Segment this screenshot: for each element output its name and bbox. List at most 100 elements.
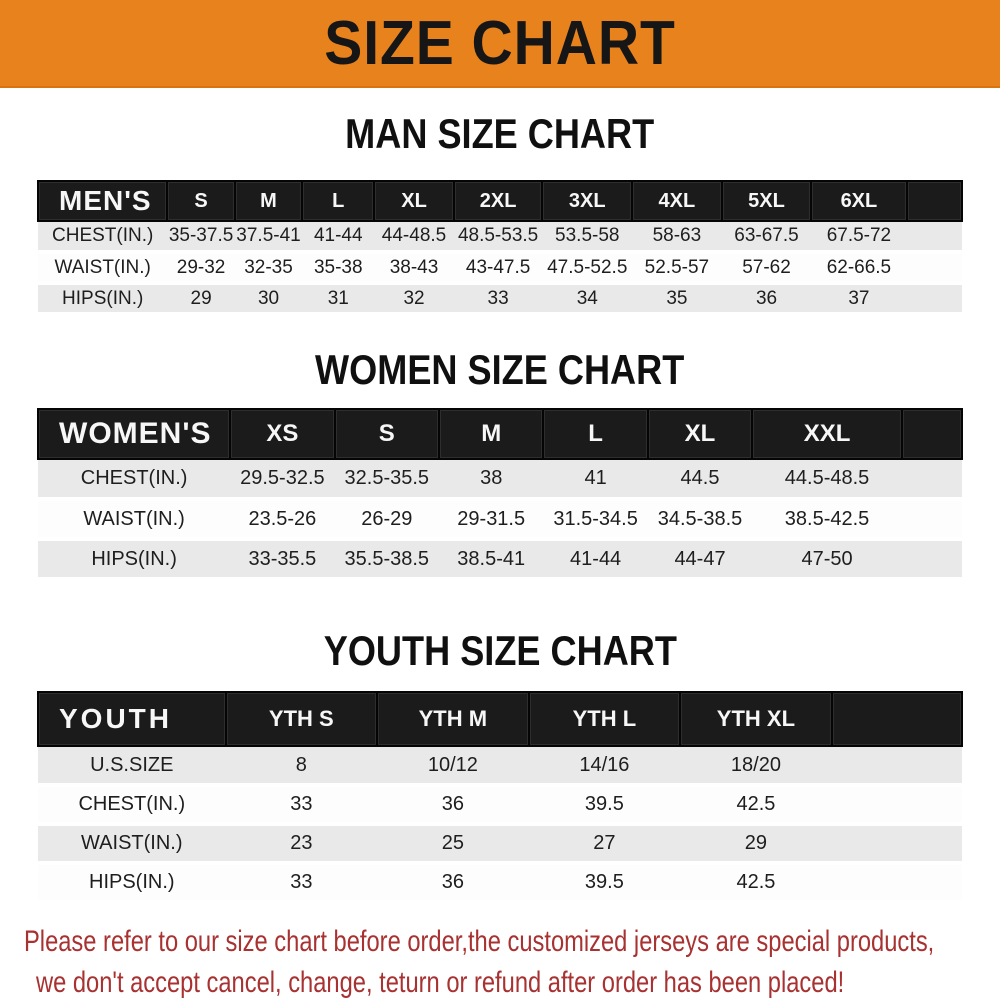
- policy-line-2: we don't accept cancel, change, teturn o…: [36, 965, 1000, 1000]
- value-cell: 27: [528, 824, 681, 865]
- filler-cell: [831, 863, 962, 904]
- value-cell: 34.5-38.5: [647, 499, 753, 541]
- value-cell: 35-37.5: [167, 221, 235, 254]
- value-cell: 38.5-42.5: [752, 499, 902, 541]
- size-header-cell: M: [233, 180, 304, 222]
- value-cell: 57-62: [721, 252, 812, 285]
- size-header-cell: S: [333, 408, 441, 460]
- man-size-table: MEN'S S M L XL 2XL 3XL 4XL 5XL 6XL CHEST…: [36, 180, 963, 316]
- youth-size-table: YOUTH YTH S YTH M YTH L YTH XL U.S.SIZE …: [37, 691, 964, 904]
- value-cell: 30: [234, 283, 303, 316]
- filler-cell: [906, 252, 962, 285]
- value-cell: 18/20: [680, 746, 832, 787]
- women-size-table: WOMEN'S XS S M L XL XXL CHEST(IN.) 29.5-…: [36, 408, 964, 581]
- size-header-cell: XL: [373, 180, 455, 222]
- women-corner-cell: WOMEN'S: [36, 408, 232, 460]
- value-cell: 48.5-53.5: [453, 221, 543, 254]
- size-header-cell: XS: [229, 408, 336, 460]
- value-cell: 43-47.5: [453, 252, 543, 285]
- filler-cell: [901, 499, 962, 541]
- youth-waist-row: WAIST(IN.) 23 25 27 29: [38, 824, 962, 865]
- value-cell: 44-47: [647, 539, 753, 581]
- size-header-cell: 2XL: [452, 180, 544, 222]
- filler-cell: [831, 824, 962, 865]
- filler-cell: [901, 539, 962, 581]
- value-cell: 36: [721, 283, 812, 316]
- value-cell: 47-50: [752, 539, 902, 581]
- value-cell: 23.5-26: [230, 499, 335, 541]
- size-header-cell: XL: [646, 408, 754, 460]
- value-cell: 31.5-34.5: [543, 499, 648, 541]
- size-header-cell: XXL: [751, 408, 903, 460]
- size-header-cell: M: [437, 408, 545, 460]
- row-label: CHEST(IN.): [38, 785, 226, 826]
- youth-heading-text: YOUTH SIZE CHART: [323, 627, 677, 674]
- value-cell: 44.5: [647, 459, 753, 501]
- value-cell: 23: [225, 824, 378, 865]
- size-header-cell: L: [301, 180, 376, 222]
- value-cell: 35.5-38.5: [334, 539, 439, 581]
- filler-cell: [906, 221, 962, 254]
- value-cell: 38-43: [374, 252, 454, 285]
- value-cell: 37: [811, 283, 907, 316]
- size-header-cell: 3XL: [541, 180, 634, 222]
- policy-line-2-text: we don't accept cancel, change, teturn o…: [36, 966, 845, 999]
- value-cell: 42.5: [680, 863, 832, 904]
- value-cell: 35-38: [302, 252, 375, 285]
- value-cell: 47.5-52.5: [542, 252, 633, 285]
- women-header-row: WOMEN'S XS S M L XL XXL: [36, 408, 964, 460]
- youth-chest-row: CHEST(IN.) 33 36 39.5 42.5: [38, 785, 962, 826]
- value-cell: 41: [543, 459, 648, 501]
- value-cell: 33: [453, 283, 543, 316]
- value-cell: 39.5: [528, 863, 681, 904]
- size-header-cell: YTH M: [376, 691, 530, 747]
- value-cell: 35: [632, 283, 722, 316]
- row-label: WAIST(IN.): [38, 252, 168, 285]
- youth-header-row: YOUTH YTH S YTH M YTH L YTH XL: [37, 691, 964, 747]
- value-cell: 10/12: [377, 746, 529, 787]
- value-cell: 37.5-41: [234, 221, 303, 254]
- women-chest-row: CHEST(IN.) 29.5-32.5 32.5-35.5 38 41 44.…: [38, 459, 962, 501]
- value-cell: 29-31.5: [439, 499, 544, 541]
- value-cell: 36: [377, 863, 529, 904]
- row-label: HIPS(IN.): [38, 283, 168, 316]
- filler-cell: [906, 283, 962, 316]
- value-cell: 63-67.5: [721, 221, 812, 254]
- youth-ussize-row: U.S.SIZE 8 10/12 14/16 18/20: [38, 746, 962, 787]
- value-cell: 44-48.5: [374, 221, 454, 254]
- value-cell: 38.5-41: [439, 539, 544, 581]
- value-cell: 14/16: [528, 746, 681, 787]
- value-cell: 67.5-72: [811, 221, 907, 254]
- size-header-cell: 5XL: [720, 180, 813, 222]
- value-cell: 8: [225, 746, 378, 787]
- value-cell: 32.5-35.5: [334, 459, 439, 501]
- value-cell: 26-29: [334, 499, 439, 541]
- value-cell: 36: [377, 785, 529, 826]
- value-cell: 33-35.5: [230, 539, 335, 581]
- row-label: CHEST(IN.): [38, 459, 231, 501]
- man-chest-row: CHEST(IN.) 35-37.5 37.5-41 41-44 44-48.5…: [38, 221, 962, 254]
- value-cell: 34: [542, 283, 633, 316]
- filler-cell: [831, 785, 962, 826]
- row-label: CHEST(IN.): [38, 221, 168, 254]
- value-cell: 32-35: [234, 252, 303, 285]
- women-section-heading: WOMEN SIZE CHART: [0, 346, 1000, 394]
- value-cell: 53.5-58: [542, 221, 633, 254]
- filler-cell: [901, 459, 962, 501]
- value-cell: 42.5: [680, 785, 832, 826]
- value-cell: 44.5-48.5: [752, 459, 902, 501]
- man-waist-row: WAIST(IN.) 29-32 32-35 35-38 38-43 43-47…: [38, 252, 962, 285]
- policy-line-1: Please refer to our size chart before or…: [24, 924, 1000, 965]
- man-hips-row: HIPS(IN.) 29 30 31 32 33 34 35 36 37: [38, 283, 962, 316]
- row-label: U.S.SIZE: [38, 746, 226, 787]
- size-chart-banner: SIZE CHART: [0, 0, 1000, 88]
- value-cell: 31: [302, 283, 375, 316]
- value-cell: 29: [167, 283, 235, 316]
- filler-cell: [900, 408, 964, 460]
- value-cell: 38: [439, 459, 544, 501]
- size-header-cell: YTH XL: [679, 691, 833, 747]
- women-hips-row: HIPS(IN.) 33-35.5 35.5-38.5 38.5-41 41-4…: [38, 539, 962, 581]
- order-policy-note: Please refer to our size chart before or…: [24, 924, 1000, 1000]
- row-label: HIPS(IN.): [38, 539, 231, 581]
- value-cell: 32: [374, 283, 454, 316]
